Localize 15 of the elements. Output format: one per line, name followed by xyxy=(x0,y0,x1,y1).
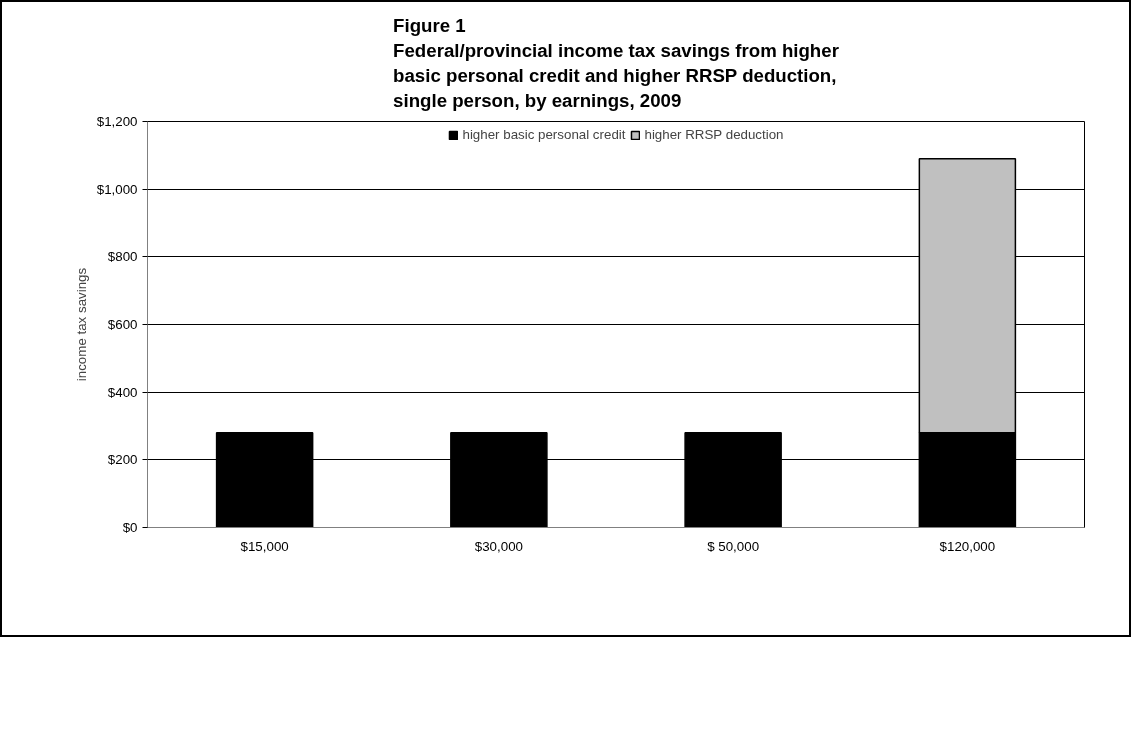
y-tick-label: $400 xyxy=(107,384,138,400)
legend-label: higher RRSP deduction xyxy=(644,127,784,142)
x-tick-label: $15,000 xyxy=(240,538,289,554)
y-tick-label: $1,000 xyxy=(96,181,138,197)
x-tick-label: $30,000 xyxy=(474,538,523,554)
x-tick-label: $120,000 xyxy=(939,538,996,554)
y-tick-label: $600 xyxy=(107,317,138,332)
x-tick-label: $ 50,000 xyxy=(707,538,760,554)
y-tick-label: $800 xyxy=(107,249,138,265)
chart-title: Figure 1 Federal/provincial income tax savings from higher basic personal credit and higher RRSP deduction, single person, by earnings, 2009 xyxy=(393,14,839,112)
y-tick-label: $200 xyxy=(107,452,138,468)
y-tick-label: $1,200 xyxy=(96,114,138,129)
legend-label: higher basic personal credit xyxy=(462,127,626,142)
y-tick-label: $0 xyxy=(122,520,138,535)
y-axis-title: income tax savings xyxy=(73,267,89,382)
